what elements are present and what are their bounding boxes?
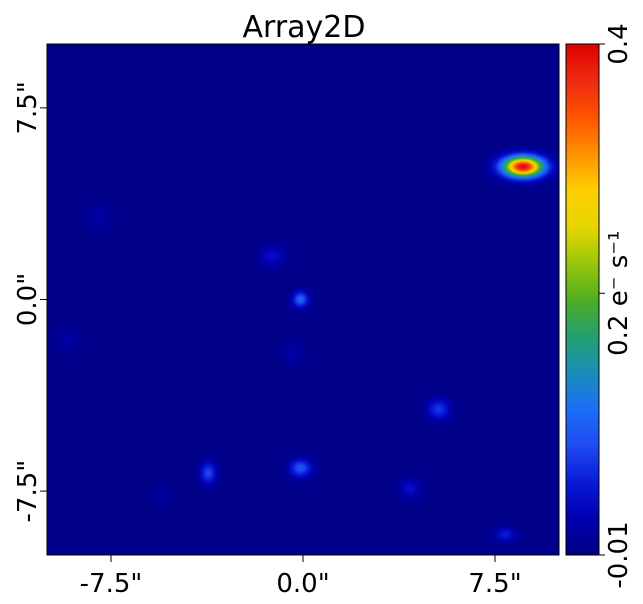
- colorbar: 0.4 0.2 e⁻ s⁻¹ -0.01: [565, 23, 634, 589]
- x-tick-label: 0.0": [276, 569, 329, 599]
- x-tick-label: 7.5": [468, 569, 521, 599]
- heatmap-image: [47, 44, 559, 555]
- colorbar-tick-label: 0.4: [604, 23, 634, 64]
- chart-title: Array2D: [243, 10, 366, 45]
- y-axis: 7.5" 0.0" -7.5": [13, 81, 47, 522]
- heatmap-plot-area: [46, 43, 560, 556]
- colorbar-tick-label: 0.2 e⁻ s⁻¹: [604, 231, 634, 356]
- colorbar-ticks: 0.4 0.2 e⁻ s⁻¹ -0.01: [599, 23, 634, 589]
- colorbar-tick-label: -0.01: [604, 521, 634, 588]
- colorbar-gradient: [565, 43, 600, 556]
- y-tick-label: -7.5": [13, 460, 43, 523]
- heatmap-image-wrapper: [47, 44, 559, 555]
- y-tick-label: 0.0": [13, 273, 43, 326]
- y-tick-label: 7.5": [13, 81, 43, 134]
- x-tick-label: -7.5": [80, 569, 143, 599]
- x-axis: -7.5" 0.0" 7.5": [80, 555, 522, 599]
